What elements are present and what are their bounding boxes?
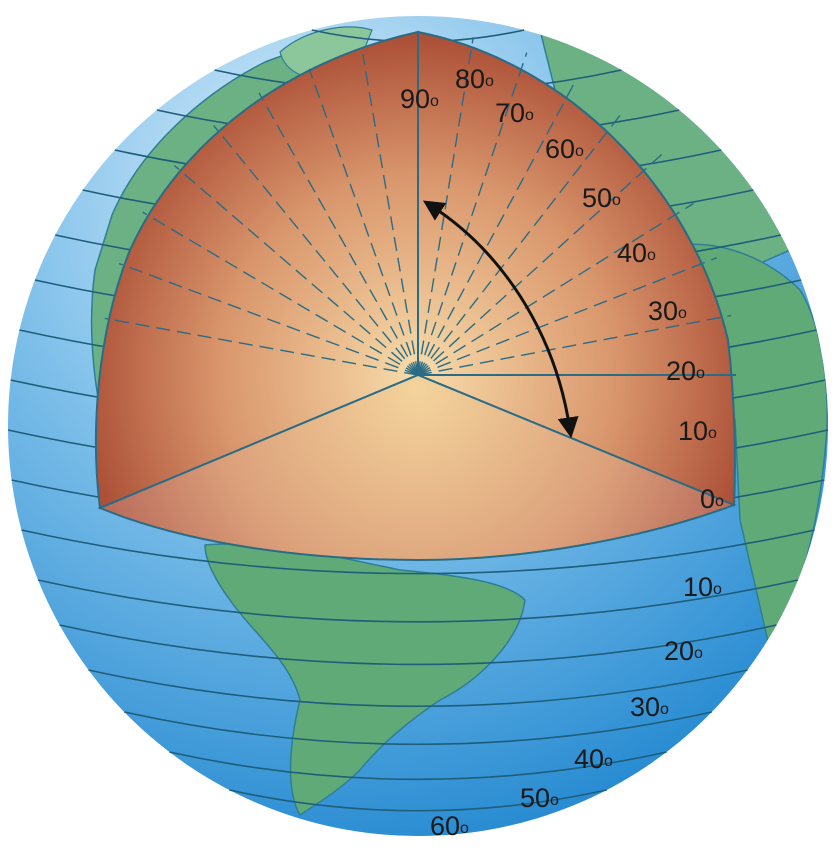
angle-ray xyxy=(308,68,419,376)
greenland-landmass xyxy=(279,26,373,79)
lower-degree-labels: 10o 20o 30o 40o 50o 60o xyxy=(430,572,722,841)
degree-label: 70o xyxy=(495,98,534,128)
angle-ray xyxy=(258,92,419,376)
degree-label: 80o xyxy=(455,64,494,94)
degree-label: 30o xyxy=(630,692,669,722)
angle-ray xyxy=(213,124,419,376)
degree-label: 50o xyxy=(582,183,621,213)
degree-label: 50o xyxy=(520,783,559,813)
degree-label: 30o xyxy=(648,296,687,326)
degree-label: 60o xyxy=(545,134,584,164)
degree-label: 60o xyxy=(430,811,469,841)
latitude-line xyxy=(169,751,667,781)
latitude-line xyxy=(229,789,607,812)
degree-label: 40o xyxy=(617,238,656,268)
latitude-line xyxy=(88,669,748,708)
degree-label: 10o xyxy=(678,416,717,446)
angle-arrow xyxy=(422,200,579,439)
angle-ray xyxy=(362,53,419,376)
degree-label: 0o xyxy=(700,484,724,514)
latitude-line xyxy=(21,529,815,575)
degree-label: 40o xyxy=(574,744,613,774)
south-america-landmass xyxy=(204,543,526,817)
degree-label: 90o xyxy=(400,84,439,114)
equatorial-plane xyxy=(97,373,737,562)
degree-label: 20o xyxy=(666,356,705,386)
latitude-line xyxy=(59,624,777,666)
latitude-line xyxy=(124,711,712,746)
latitude-line xyxy=(37,579,799,623)
degree-label: 20o xyxy=(664,636,703,666)
angle-ray xyxy=(104,317,419,376)
angle-ray xyxy=(142,211,419,376)
cutaway-wedge xyxy=(95,30,419,510)
angle-ray xyxy=(173,165,419,376)
degree-label: 10o xyxy=(683,572,722,602)
angle-ray xyxy=(118,262,419,376)
